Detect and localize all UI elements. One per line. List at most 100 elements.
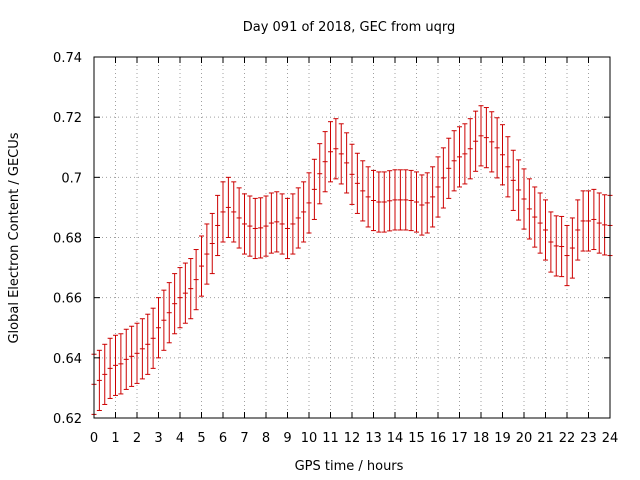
data-point (118, 333, 124, 395)
data-point (510, 149, 516, 211)
y-tick-label: 0.68 (53, 232, 82, 247)
x-tick-label: 5 (197, 431, 205, 446)
x-tick-label: 12 (344, 431, 361, 446)
x-tick-label: 18 (473, 431, 490, 446)
data-point (376, 171, 382, 233)
data-point (150, 307, 156, 369)
x-tick-label: 24 (602, 431, 619, 446)
data-point (193, 249, 199, 311)
data-point (489, 111, 495, 173)
data-point (161, 289, 167, 351)
data-point (435, 156, 441, 218)
data-point (274, 191, 280, 253)
data-point (591, 188, 597, 251)
data-point (424, 172, 430, 234)
x-tick-label: 19 (494, 431, 511, 446)
data-point (199, 235, 204, 297)
data-point (596, 192, 602, 254)
data-point (252, 197, 258, 260)
y-tick-label: 0.74 (53, 51, 82, 66)
x-tick-label: 9 (283, 431, 291, 446)
data-point (145, 313, 151, 375)
data-point (182, 262, 188, 324)
x-tick-label: 21 (537, 431, 554, 446)
x-tick-label: 15 (408, 431, 425, 446)
data-point (414, 171, 419, 233)
data-point (290, 193, 296, 255)
data-point (123, 328, 129, 390)
data-point (279, 193, 285, 255)
x-tick-label: 23 (580, 431, 597, 446)
x-axis-label: GPS time / hours (295, 459, 404, 474)
y-tick-label: 0.64 (53, 352, 82, 367)
data-point (301, 181, 307, 243)
data-point (516, 159, 522, 221)
y-tick-labels: 0.62 0.64 0.66 0.68 0.7 0.72 0.74 (53, 51, 82, 427)
data-point (166, 282, 172, 344)
x-tick-label: 10 (301, 431, 318, 446)
data-point (204, 223, 210, 285)
x-tick-label: 20 (516, 431, 533, 446)
data-point (521, 168, 527, 230)
data-point (580, 190, 586, 252)
data-point (494, 117, 500, 179)
data-point (381, 171, 387, 233)
data-point (564, 224, 570, 287)
data-point (247, 195, 253, 257)
data-point (451, 130, 457, 192)
data-point (371, 169, 376, 232)
data-point (258, 197, 264, 259)
data-point (462, 123, 468, 185)
data-point (102, 343, 108, 405)
data-point (478, 105, 484, 167)
x-tick-label: 2 (133, 431, 141, 446)
data-point (129, 325, 135, 387)
y-tick-label: 0.62 (53, 412, 82, 427)
x-tick-label: 0 (90, 431, 98, 446)
data-point (537, 192, 543, 254)
x-tick-labels: 0 1 2 3 4 5 6 7 8 9 10 11 12 13 14 15 16 17 18 19 20 21 22 23 24 (90, 431, 618, 446)
data-point (430, 166, 436, 228)
data-point (215, 194, 221, 257)
data-point (209, 212, 215, 275)
y-axis-label: Global Electron Content / GECUs (7, 132, 22, 343)
data-point (344, 132, 350, 194)
data-point (328, 121, 333, 183)
data-point (419, 174, 425, 236)
data-point (177, 267, 183, 329)
data-point (483, 107, 489, 169)
data-point (392, 169, 398, 231)
data-point (543, 199, 548, 261)
data-point (387, 170, 393, 232)
data-point (349, 143, 355, 205)
x-tick-label: 8 (262, 431, 270, 446)
x-tick-label: 22 (559, 431, 576, 446)
x-tick-label: 7 (240, 431, 248, 446)
data-point (231, 181, 237, 243)
data-point (526, 178, 532, 240)
grid-lines (94, 57, 610, 418)
data-point (467, 118, 473, 180)
data-point (96, 349, 102, 411)
x-tick-label: 11 (322, 431, 339, 446)
data-point (322, 131, 328, 193)
data-point (338, 123, 344, 185)
data-point (354, 152, 360, 214)
data-point (553, 215, 559, 277)
x-tick-label: 14 (387, 431, 404, 446)
data-point (532, 186, 538, 248)
data-point (586, 190, 591, 252)
data-point (360, 160, 366, 222)
data-point (268, 192, 274, 254)
data-point (236, 187, 242, 249)
data-point (365, 166, 371, 228)
data-point (500, 124, 505, 186)
data-point (107, 337, 113, 399)
data-point (285, 197, 290, 260)
x-tick-label: 1 (111, 431, 119, 446)
data-point (311, 158, 317, 220)
data-point (602, 194, 608, 256)
chart-title: Day 091 of 2018, GEC from uqrg (243, 20, 456, 35)
data-point (440, 147, 446, 209)
